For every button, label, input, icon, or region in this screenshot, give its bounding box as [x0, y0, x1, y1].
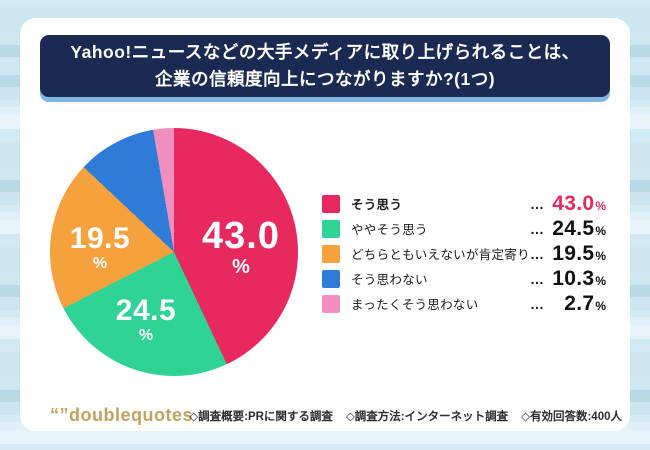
- legend-separator: …: [530, 195, 544, 212]
- survey-notes: ◇調査概要:PRに関する調査 ◇調査方法:インターネット調査 ◇有効回答数:400人: [189, 408, 622, 424]
- slice-label-souomou: 43.0 %: [202, 217, 280, 277]
- legend-item-mattaku: まったくそう思わない … 2.7%: [322, 291, 606, 316]
- legend-value: 24.5%: [552, 216, 606, 240]
- legend-label: まったくそう思わない: [351, 298, 479, 312]
- legend-swatch: [322, 219, 340, 238]
- slice-value: 19.5: [69, 222, 131, 255]
- legend: そう思う … 43.0% ややそう思う … 24.5% どちらともいえないが肯定…: [322, 191, 606, 316]
- legend-item-yayasouomou: ややそう思う … 24.5%: [322, 216, 606, 241]
- infographic-card: Yahoo!ニュースなどの大手メディアに取り上げられることは、 企業の信頼度向上…: [20, 18, 630, 431]
- slice-unit: %: [138, 327, 154, 344]
- survey-note-overview: ◇調査概要:PRに関する調査: [189, 411, 333, 423]
- survey-note-method: ◇調査方法:インターネット調査: [345, 411, 509, 423]
- legend-item-dochiratomo: どちらともいえないが肯定寄り … 19.5%: [322, 241, 606, 266]
- question-title-line1: Yahoo!ニュースなどの大手メディアに取り上げられることは、: [70, 41, 580, 62]
- pie-graphic: [50, 128, 298, 376]
- slice-label-dochiratomo: 19.5 %: [70, 224, 130, 272]
- legend-value: 10.3%: [552, 266, 606, 290]
- slice-label-yayasouomou: 24.5 %: [116, 296, 176, 344]
- legend-label: どちらともいえないが肯定寄り: [351, 248, 530, 262]
- legend-swatch: [322, 244, 340, 263]
- slice-unit: %: [232, 256, 250, 278]
- slice-value: 24.5: [115, 294, 177, 327]
- question-title-banner: Yahoo!ニュースなどの大手メディアに取り上げられることは、 企業の信頼度向上…: [40, 35, 610, 97]
- doublequotes-logo: “”doublequotes: [50, 405, 193, 425]
- legend-separator: …: [530, 245, 544, 262]
- legend-value: 43.0%: [552, 191, 606, 215]
- legend-label: ややそう思う: [351, 223, 428, 237]
- legend-swatch: [322, 269, 340, 288]
- legend-value: 19.5%: [552, 241, 606, 265]
- legend-separator: …: [530, 295, 544, 312]
- legend-item-souomou: そう思う … 43.0%: [322, 191, 606, 216]
- pie-chart: 43.0 % 24.5 % 19.5 %: [50, 128, 298, 376]
- legend-label: そう思う: [351, 198, 403, 212]
- slice-unit: %: [92, 255, 108, 272]
- slice-value: 43.0: [202, 215, 280, 257]
- legend-value: 2.7%: [564, 291, 606, 315]
- legend-item-souomowanai: そう思わない … 10.3%: [322, 266, 606, 291]
- legend-separator: …: [530, 220, 544, 237]
- legend-swatch: [322, 194, 340, 213]
- legend-swatch: [322, 294, 340, 313]
- legend-label: そう思わない: [351, 273, 428, 287]
- survey-note-respondents: ◇有効回答数:400人: [521, 411, 622, 423]
- legend-separator: …: [530, 270, 544, 287]
- question-title-line2: 企業の信頼度向上につながりますか?(1つ): [154, 69, 496, 89]
